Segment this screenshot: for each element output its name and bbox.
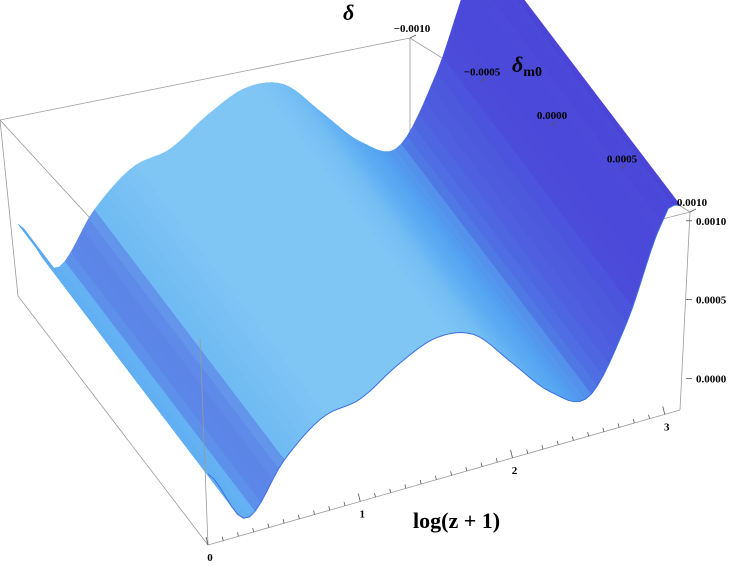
y-tick-label: 0.0010	[677, 197, 708, 209]
x-minor-tick	[389, 488, 392, 493]
y-tick-mark	[409, 34, 417, 39]
x-minor-tick	[450, 471, 453, 476]
x-minor-tick	[374, 492, 376, 498]
z-tick-label: 0.0005	[696, 295, 727, 307]
y-tick-label: −0.0005	[464, 67, 501, 79]
x-minor-tick	[632, 418, 635, 424]
y-tick-mark	[549, 121, 557, 126]
x-minor-tick	[267, 523, 270, 528]
x-minor-tick	[617, 423, 620, 428]
y-tick-mark	[479, 78, 487, 82]
x-minor-tick	[587, 432, 590, 437]
y-axis-label: δm0	[512, 52, 542, 80]
x-minor-tick	[343, 501, 346, 506]
x-tick-mark	[510, 449, 513, 459]
x-axis: 0 1 2 3	[205, 406, 670, 564]
y-axis-label-sub: m0	[523, 65, 542, 80]
x-tick-mark	[205, 536, 209, 546]
y-axis: 0.0010 0.0005 0.0000 −0.0005 −0.0010	[394, 23, 708, 213]
x-minor-tick	[556, 440, 559, 445]
x-tick-label: 1	[360, 508, 366, 520]
y-tick-label: 0.0005	[607, 154, 638, 166]
box-front-bottom	[207, 409, 681, 546]
x-minor-tick	[221, 536, 224, 541]
x-minor-tick	[648, 414, 650, 419]
z-tick-label: 0.0000	[696, 373, 727, 385]
x-minor-tick	[526, 449, 529, 454]
x-tick-label: 3	[664, 421, 670, 433]
x-minor-tick	[328, 506, 331, 511]
x-tick-label: 2	[512, 465, 518, 477]
y-axis-label-main: δ	[512, 52, 523, 77]
surface	[17, 0, 681, 519]
x-minor-tick	[602, 427, 605, 432]
x-tick-mark	[662, 406, 666, 415]
surface-front-edge	[207, 204, 681, 519]
x-minor-tick	[480, 462, 483, 467]
box-back-left-vertical	[0, 119, 19, 297]
z-axis: 0.0010 0.0005 0.0000	[686, 216, 727, 385]
x-minor-tick	[297, 514, 300, 519]
x-minor-tick	[252, 527, 255, 533]
box-left-bottom	[17, 295, 209, 546]
x-minor-tick	[495, 458, 498, 463]
x-tick-label: 0	[207, 552, 213, 564]
x-minor-tick	[434, 475, 437, 480]
x-minor-tick	[465, 466, 468, 472]
x-tick-mark	[357, 493, 361, 502]
y-tick-mark	[619, 165, 627, 169]
x-minor-tick	[404, 484, 407, 489]
x-minor-tick	[572, 436, 574, 441]
box-right-vertical	[679, 211, 691, 411]
y-tick-label: −0.0010	[394, 23, 431, 35]
z-tick-label: 0.0010	[696, 216, 727, 228]
bounding-box-front	[17, 211, 691, 546]
y-tick-label: 0.0000	[537, 110, 568, 122]
x-minor-tick	[541, 445, 544, 450]
x-minor-tick	[282, 519, 285, 524]
x-minor-tick	[419, 479, 422, 485]
x-minor-tick	[313, 510, 315, 515]
y-tick-mark	[689, 208, 697, 213]
x-minor-tick	[237, 532, 239, 537]
x-axis-label: log(z + 1)	[413, 508, 500, 533]
z-axis-label: δ	[343, 0, 354, 25]
box-front-vertical	[199, 337, 209, 546]
